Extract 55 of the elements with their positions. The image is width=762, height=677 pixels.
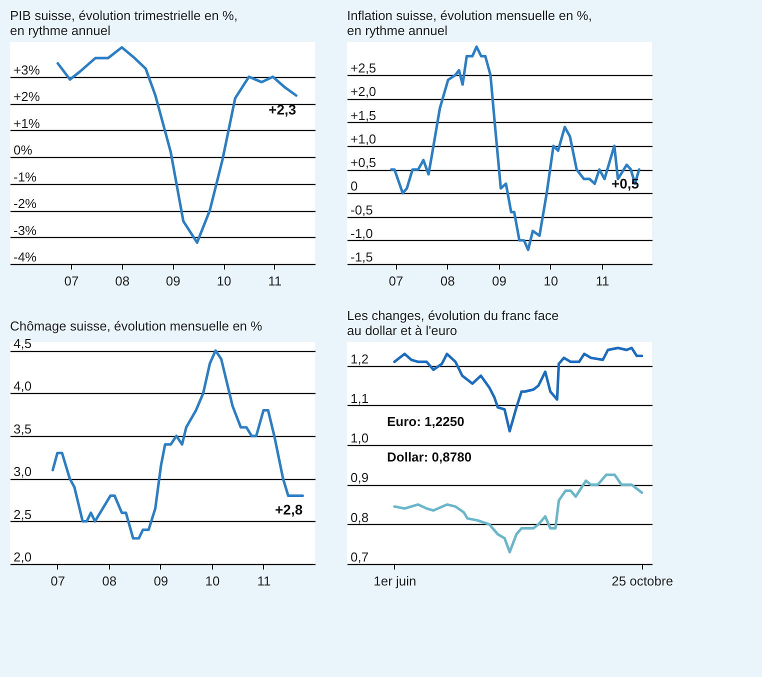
y-tick-label: 4,0 [14, 378, 32, 394]
y-tick-label: +0,5 [350, 155, 376, 170]
y-tick-label: +2,5 [350, 60, 376, 76]
annotation: +2,3 [268, 101, 296, 118]
y-tick-label: 3,0 [14, 464, 32, 480]
annotation: Dollar: 0,8780 [387, 449, 472, 464]
y-tick-label: +2,0 [350, 84, 376, 100]
y-tick-label: +1,5 [350, 108, 376, 123]
x-tick-label: 10 [216, 274, 232, 288]
y-tick-label: +1% [14, 116, 40, 131]
x-tick-label: 25 octobre [612, 574, 674, 588]
y-tick-label: 3,5 [14, 421, 32, 436]
y-tick-label: -3% [14, 222, 38, 238]
x-tick-label: 11 [596, 274, 610, 288]
y-tick-label: -0,5 [350, 202, 373, 218]
x-tick-label: 09 [166, 274, 180, 288]
y-tick-label: -2% [14, 196, 38, 212]
y-tick-label: 0 [350, 178, 358, 194]
annotation: +0,5 [611, 176, 640, 192]
x-tick-label: 10 [205, 574, 220, 588]
y-tick-label: +1,0 [350, 131, 376, 146]
x-tick-label: 09 [492, 274, 506, 288]
annotation: Euro: 1,2250 [387, 414, 464, 429]
x-tick-label: 08 [115, 274, 130, 288]
y-tick-label: 1,2 [350, 351, 369, 366]
chart-title: PIB suisse, évolution trimestrielle en %, en rythme annuel [10, 8, 238, 38]
y-tick-label: -1% [14, 169, 38, 184]
x-tick-label: 07 [388, 274, 404, 288]
x-tick-label: 08 [440, 274, 455, 288]
y-tick-label: -4% [14, 250, 38, 264]
y-tick-label: 2,0 [14, 550, 32, 564]
y-tick-label: 0,7 [350, 550, 369, 564]
x-tick-label: 10 [544, 274, 558, 288]
x-tick-label: 07 [64, 274, 79, 288]
y-tick-label: -1,5 [350, 250, 373, 264]
x-tick-label: 08 [102, 574, 117, 588]
y-tick-label: 0,9 [350, 470, 369, 486]
x-tick-label: 11 [257, 574, 271, 588]
chart-title: Les changes, évolution du franc face au dollar et à l'euro [347, 308, 559, 338]
y-tick-label: 1,1 [350, 390, 369, 406]
x-tick-label: 11 [268, 274, 282, 288]
y-tick-label: +3% [14, 62, 40, 78]
y-tick-label: 2,5 [14, 506, 32, 522]
annotation: +2,8 [274, 502, 303, 518]
y-tick-label: 1,0 [350, 430, 369, 446]
y-tick-label: -1,0 [350, 226, 373, 241]
y-tick-label: +2% [14, 89, 40, 104]
x-tick-label: 1er juin [374, 574, 416, 588]
x-tick-label: 09 [154, 574, 168, 588]
y-tick-label: 0,8 [350, 510, 369, 525]
chart-title: Chômage suisse, évolution mensuelle en % [10, 318, 263, 334]
y-tick-label: 4,5 [14, 336, 32, 352]
x-tick-label: 07 [50, 574, 66, 588]
chart-title: Inflation suisse, évolution mensuelle en %, en rythme annuel [347, 8, 592, 38]
y-tick-label: 0% [14, 142, 33, 158]
